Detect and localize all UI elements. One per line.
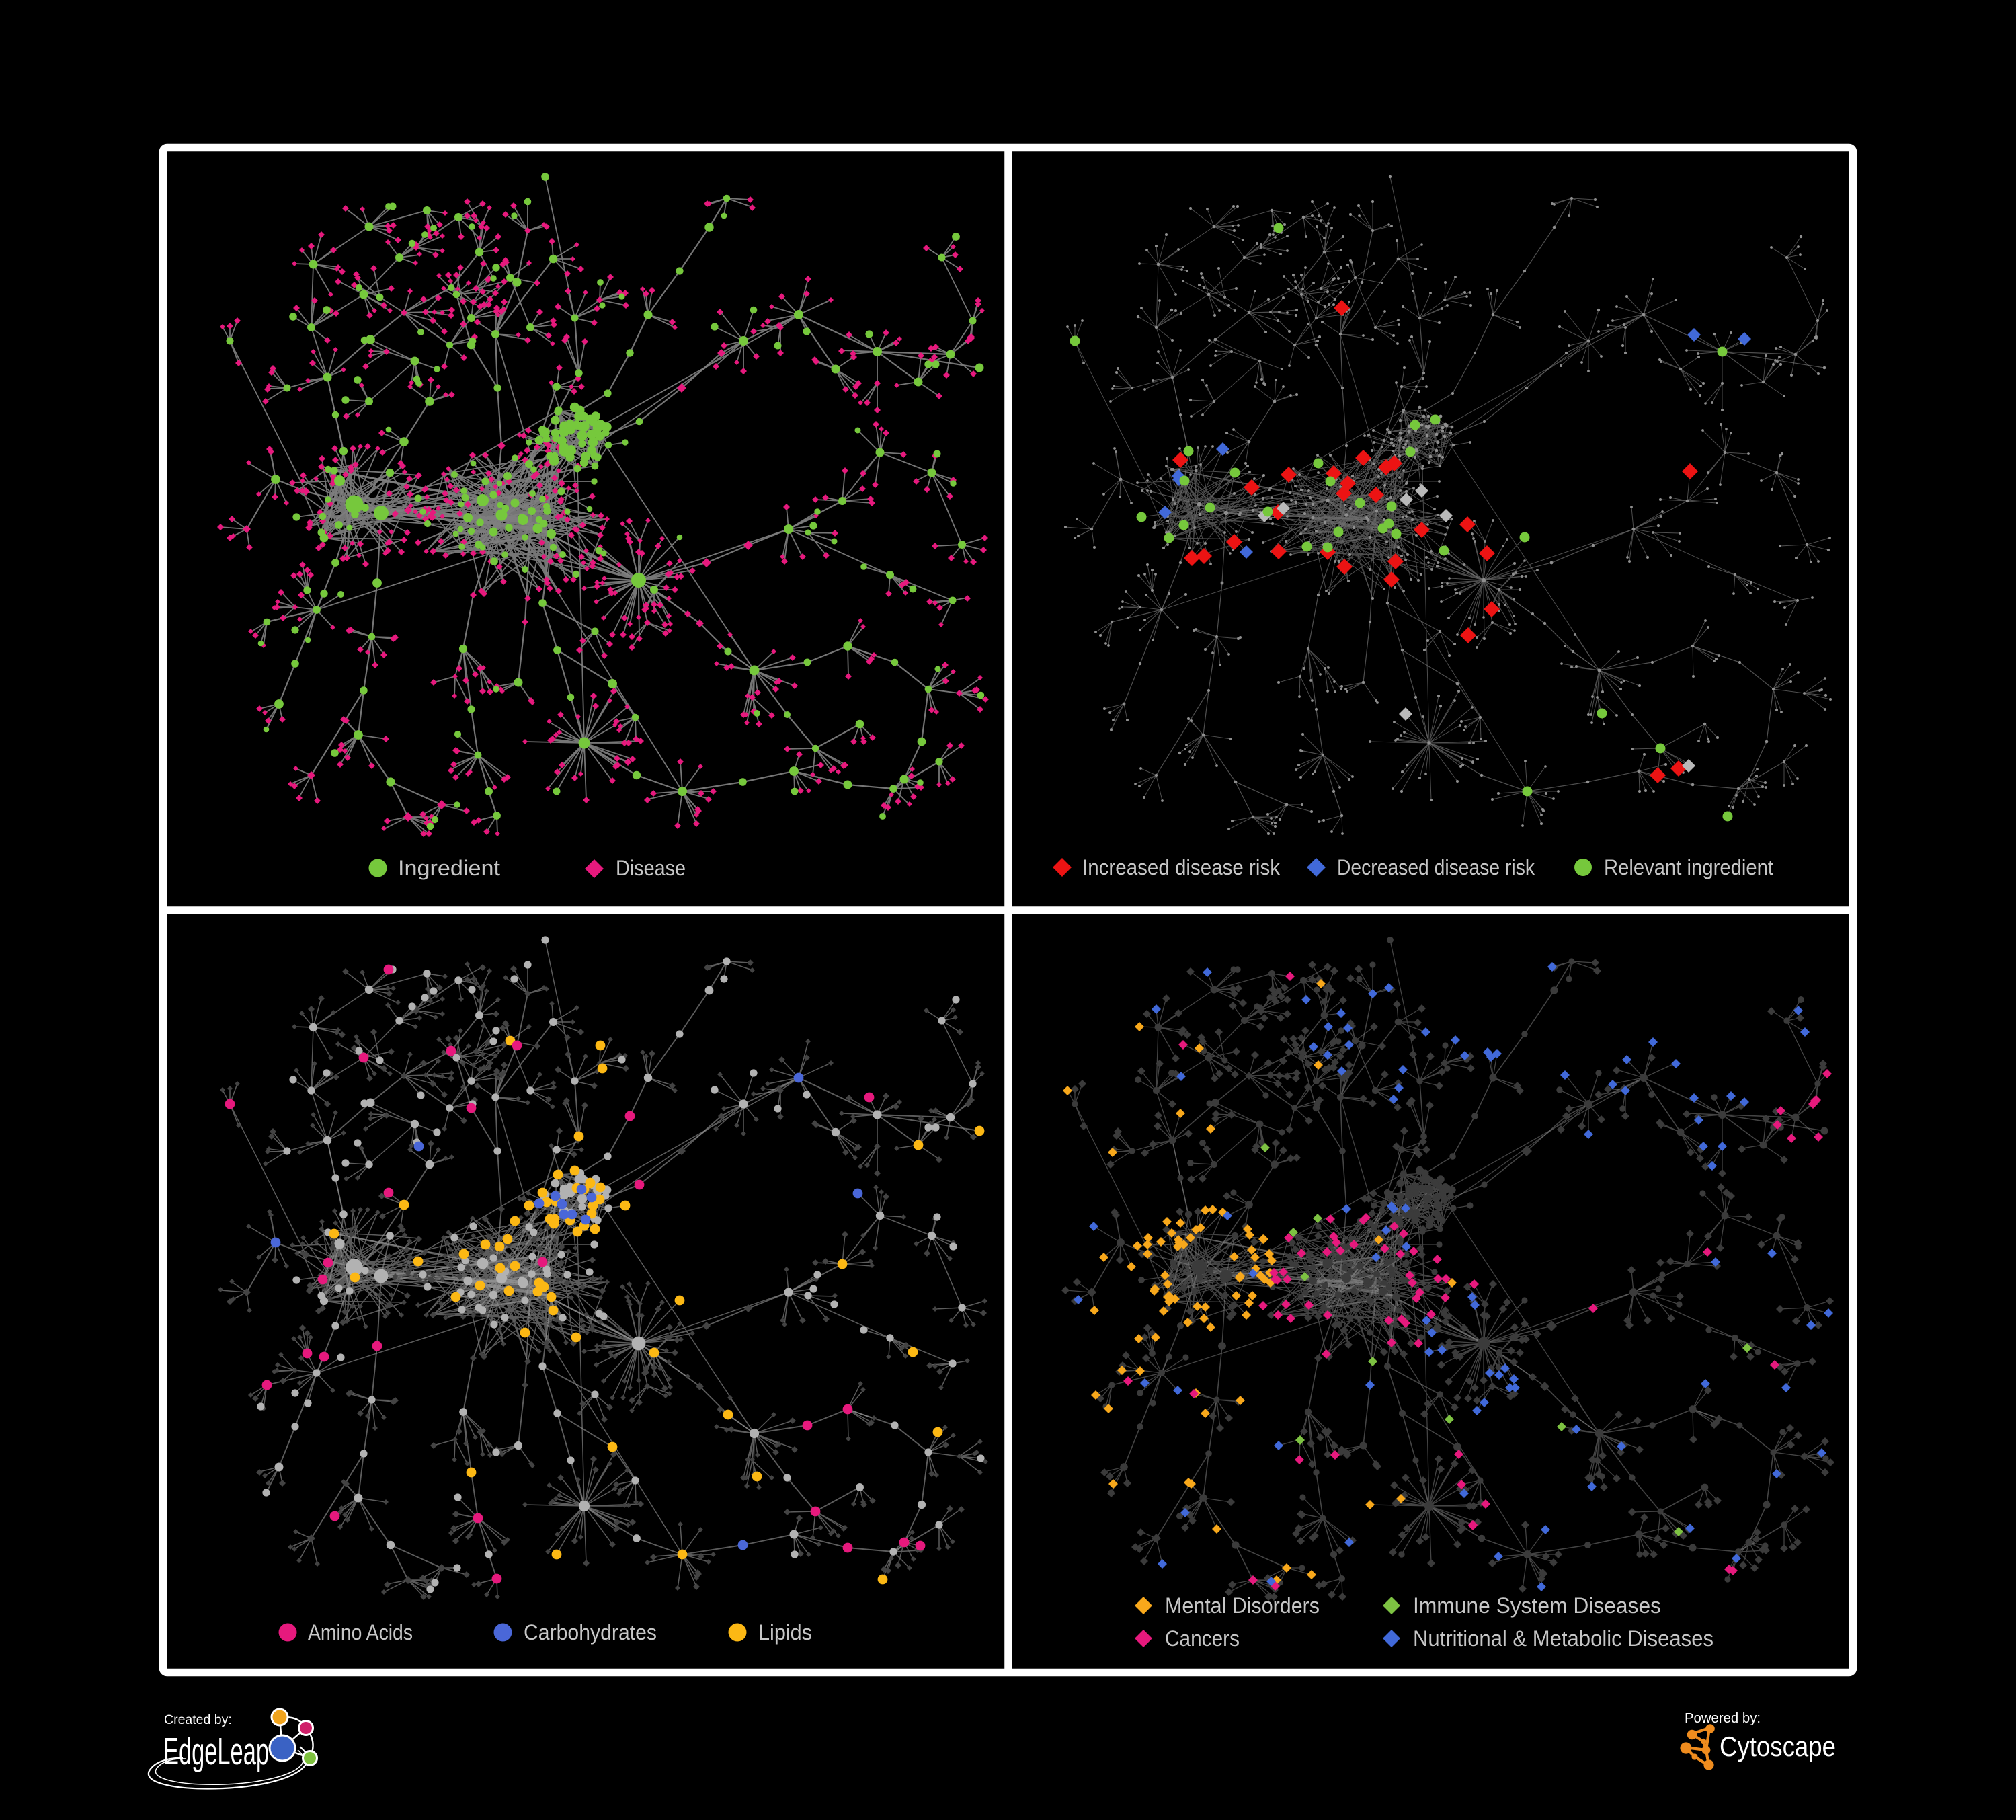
svg-text:Created by:: Created by: — [164, 1712, 232, 1727]
svg-text:Mental Disorders: Mental Disorders — [1165, 1593, 1320, 1618]
svg-text:Lipids: Lipids — [758, 1620, 812, 1645]
svg-text:EdgeLeap: EdgeLeap — [163, 1730, 269, 1773]
svg-text:Carbohydrates: Carbohydrates — [524, 1620, 657, 1645]
svg-text:Ingredient: Ingredient — [398, 856, 500, 880]
svg-text:Powered by:: Powered by: — [1685, 1711, 1761, 1726]
svg-text:Nutritional & Metabolic Diseas: Nutritional & Metabolic Diseases — [1413, 1626, 1713, 1651]
svg-text:Decreased disease risk: Decreased disease risk — [1337, 855, 1535, 879]
svg-text:Relevant ingredient: Relevant ingredient — [1604, 855, 1773, 879]
svg-text:Amino Acids: Amino Acids — [308, 1620, 413, 1645]
svg-text:Disease: Disease — [616, 856, 686, 880]
svg-text:Immune System Diseases: Immune System Diseases — [1413, 1593, 1661, 1618]
svg-text:Cancers: Cancers — [1165, 1626, 1240, 1651]
svg-text:Increased disease risk: Increased disease risk — [1082, 855, 1281, 879]
svg-text:Cytoscape: Cytoscape — [1720, 1731, 1836, 1762]
